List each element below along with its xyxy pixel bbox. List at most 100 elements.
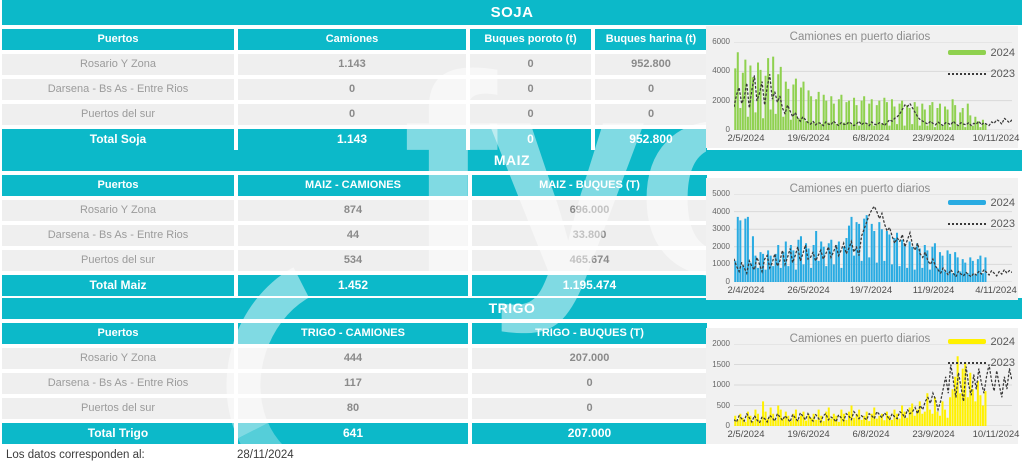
legend-label: 2023 (990, 356, 1015, 369)
cell-value: 465.674 (472, 250, 707, 271)
row-label: Puertos del sur (2, 398, 234, 419)
total-label: Total Maiz (2, 275, 234, 296)
cell-value: 44 (238, 225, 468, 246)
cell-value: 0 (238, 104, 466, 125)
chart-title: Camiones en puerto diarios (789, 183, 931, 195)
total-value: 1.452 (238, 275, 468, 296)
cell-value: 0 (595, 79, 707, 100)
y-axis-label: 1000 (712, 380, 730, 389)
bars-2024-series (734, 52, 987, 130)
y-axis-label: 3000 (712, 224, 730, 234)
legend-swatch-2024-icon (947, 339, 986, 344)
legend-item-2024: 2024 (947, 331, 1015, 352)
x-axis-label: 19/6/2024 (787, 429, 830, 440)
table-trigo: Puertos TRIGO - CAMIONES TRIGO - BUQUES (T… (2, 323, 707, 444)
y-axis-label: 5000 (712, 189, 730, 198)
cell-value: 696.000 (472, 200, 707, 221)
column-header: Buques harina (t) (595, 29, 707, 50)
x-axis-label: 23/9/2024 (912, 429, 955, 440)
legend-label: 2024 (990, 196, 1015, 209)
y-axis-label: 4000 (712, 206, 730, 216)
x-axis-label: 10/11/2024 (972, 429, 1020, 440)
chart-title: Camiones en puerto diarios (789, 31, 931, 43)
cell-value: 0 (472, 373, 707, 394)
cell-value: 1.143 (238, 54, 466, 75)
y-axis-label: 500 (716, 400, 730, 410)
legend-label: 2023 (990, 217, 1015, 230)
chart-title: Camiones en puerto diarios (789, 333, 931, 345)
row-label: Rosario Y Zona (2, 348, 234, 369)
column-header: MAIZ - CAMIONES (238, 175, 468, 196)
line-2023-series (734, 205, 1012, 278)
row-label: Rosario Y Zona (2, 200, 234, 221)
total-label: Total Trigo (2, 423, 234, 444)
total-value: 1.143 (238, 129, 466, 150)
legend: 2024 2023 (947, 331, 1015, 373)
legend: 2024 2023 (947, 42, 1015, 84)
column-header: Puertos (2, 29, 234, 50)
cell-value: 952.800 (595, 54, 707, 75)
x-axis-label: 26/5/2024 (787, 285, 830, 296)
column-header: Buques poroto (t) (470, 29, 591, 50)
y-axis-label: 6000 (712, 37, 730, 46)
total-value: 1.195.474 (472, 275, 707, 296)
cell-value: 0 (470, 104, 591, 125)
total-label: Total Soja (2, 129, 234, 150)
total-value: 207.000 (472, 423, 707, 444)
table-soja: Puertos Camiones Buques poroto (t) Buques h… (2, 29, 707, 150)
row-label: Darsena - Bs As - Entre Rios (2, 225, 234, 246)
cell-value: 0 (470, 54, 591, 75)
x-axis-label: 4/11/2024 (975, 285, 1017, 296)
footer-label: Los datos corresponden al: (6, 449, 145, 461)
legend: 2024 2023 (947, 192, 1015, 234)
cell-value: 874 (238, 200, 468, 221)
y-axis-label: 0 (725, 421, 730, 430)
column-header: Puertos (2, 175, 234, 196)
plot-area (734, 344, 1012, 426)
cell-value: 444 (238, 348, 468, 369)
legend-item-2024: 2024 (947, 42, 1015, 63)
y-axis-label: 1000 (712, 259, 730, 269)
y-axis-label: 4000 (712, 66, 730, 76)
column-header: Camiones (238, 29, 466, 50)
x-axis-label: 19/6/2024 (787, 133, 830, 144)
legend-dotted-2023-icon (947, 72, 986, 75)
row-label: Puertos del sur (2, 104, 234, 125)
legend-label: 2023 (990, 67, 1015, 80)
y-axis-label: 2000 (712, 95, 730, 105)
plot-area (734, 42, 1012, 130)
legend-swatch-2024-icon (947, 200, 986, 205)
y-axis-label: 2000 (712, 339, 730, 348)
x-axis-label: 19/7/2024 (849, 285, 893, 296)
legend-item-2023: 2023 (947, 213, 1015, 234)
x-axis-label: 23/9/2024 (912, 133, 955, 144)
cell-value: 0 (595, 104, 707, 125)
total-value: 0 (470, 129, 591, 150)
cell-value: 80 (238, 398, 468, 419)
footer: Los datos corresponden al: 28/11/2024 (6, 449, 294, 461)
column-header: TRIGO - CAMIONES (238, 323, 468, 344)
x-axis-label: 11/9/2024 (912, 285, 955, 296)
row-label: Puertos del sur (2, 250, 234, 271)
y-axis-label: 0 (725, 125, 730, 134)
line-2023-series (734, 74, 1012, 127)
cell-value: 0 (470, 79, 591, 100)
total-value: 952.800 (595, 129, 707, 150)
legend-label: 2024 (990, 46, 1015, 59)
column-header: TRIGO - BUQUES (T) (472, 323, 707, 344)
column-header: MAIZ - BUQUES (T) (472, 175, 707, 196)
chart-maiz-camiones: Camiones en puerto diarios 0 1000 2000 3000 4… (706, 178, 1018, 300)
y-axis-label: 2000 (712, 241, 730, 251)
cell-value: 33.800 (472, 225, 707, 246)
x-axis-label: 6/8/2024 (852, 429, 890, 440)
column-header: Puertos (2, 323, 234, 344)
y-axis-label: 0 (725, 277, 730, 286)
section-title-soja: SOJA (2, 0, 1022, 25)
cell-value: 0 (238, 79, 466, 100)
legend-item-2023: 2023 (947, 63, 1015, 84)
x-axis-label: 2/5/2024 (727, 133, 765, 144)
plot-area (734, 194, 1012, 282)
cell-value: 117 (238, 373, 468, 394)
chart-soja-camiones: Camiones en puerto diarios 0 2000 4000 6000 2… (706, 26, 1019, 148)
